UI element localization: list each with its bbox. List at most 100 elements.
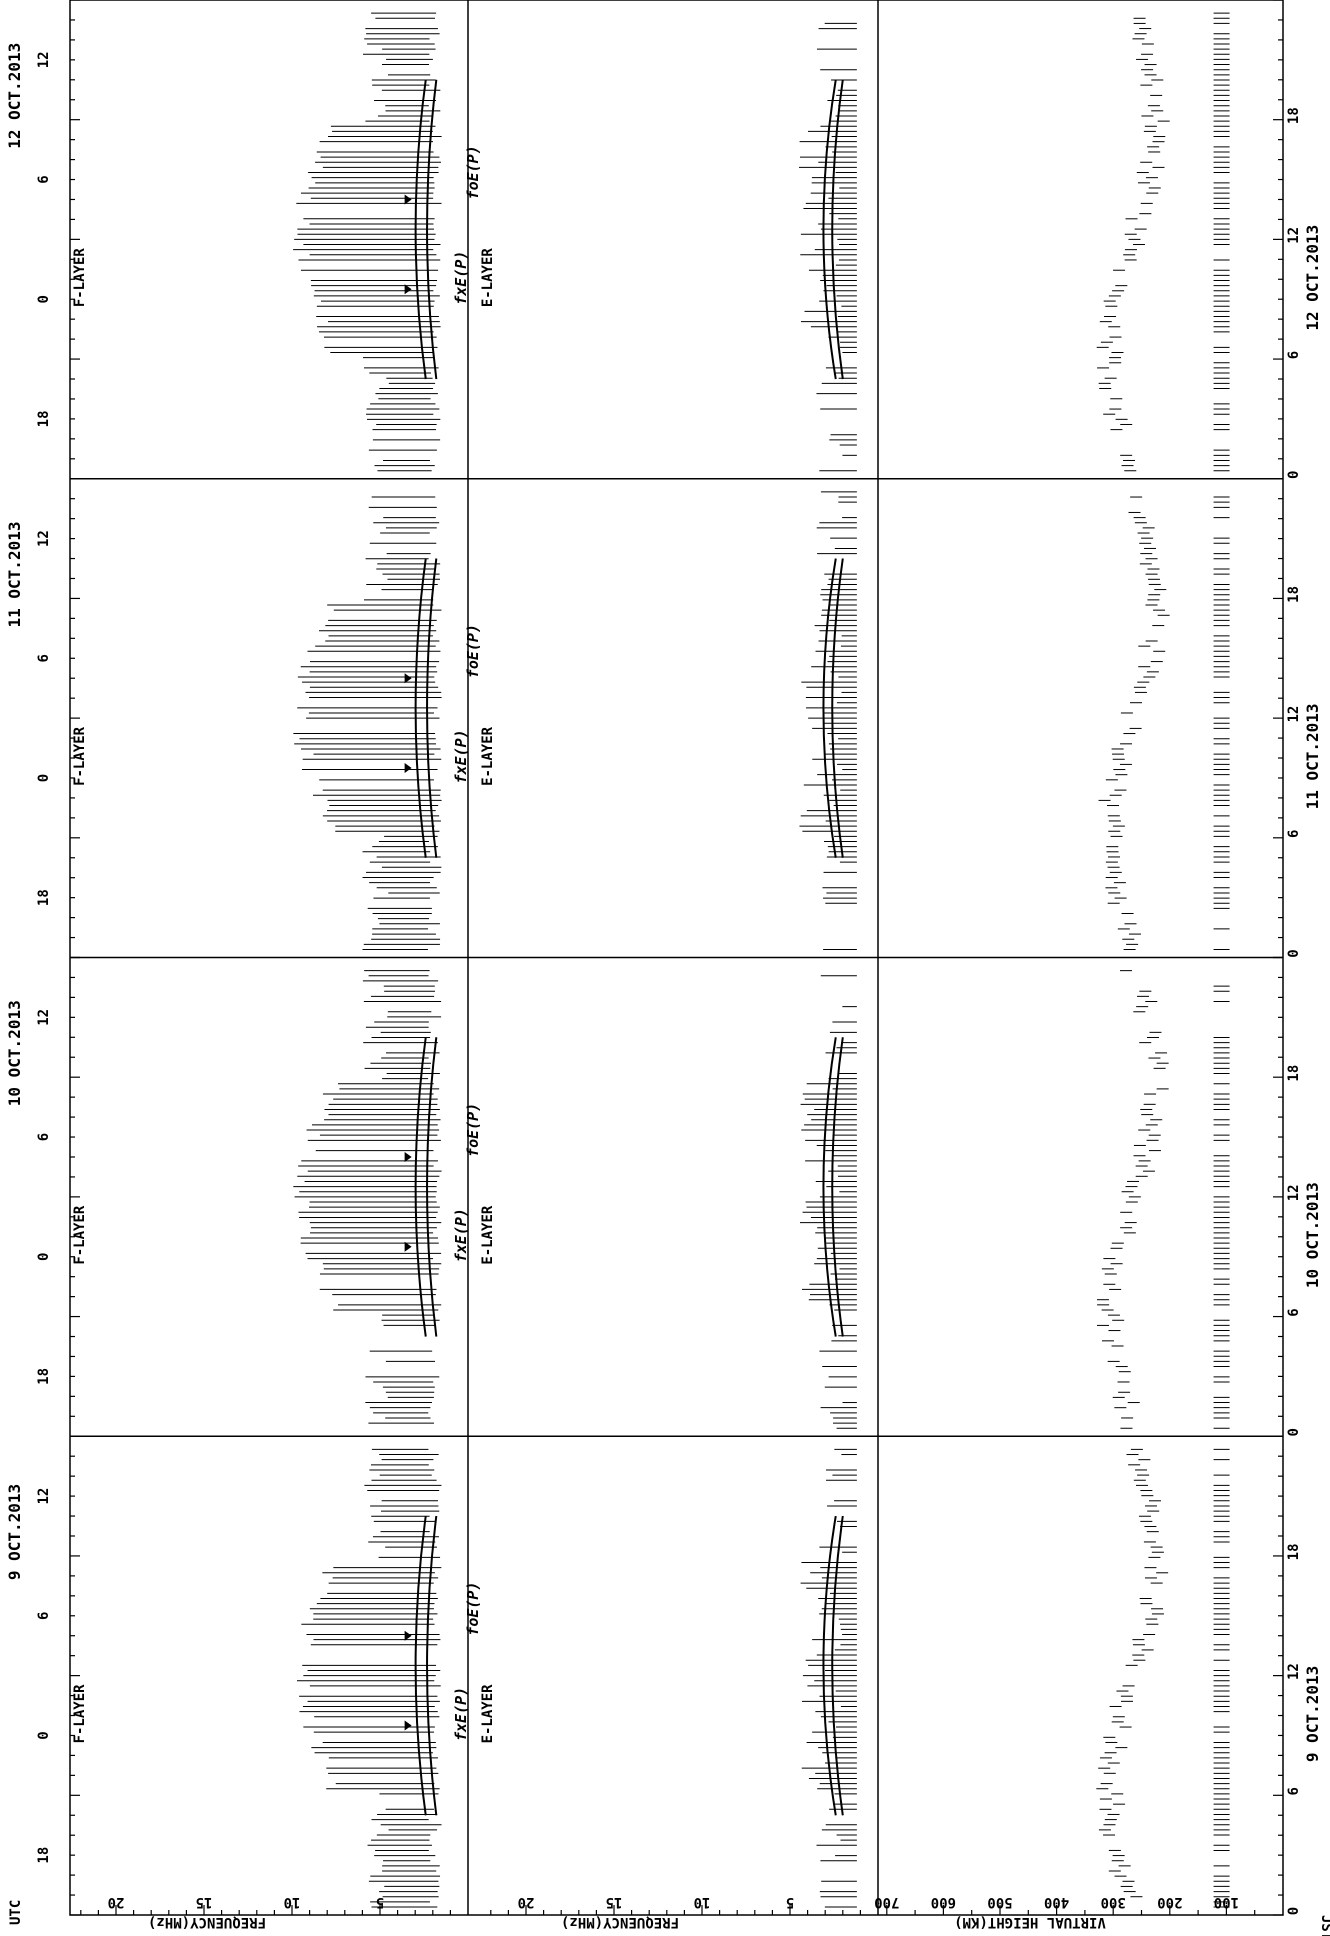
foe-curve (426, 558, 438, 858)
utc-tick-label: 12 (36, 51, 52, 68)
jst-date-labels: 9 OCT.2013 10 OCT.2013 11 OCT.2013 12 OCT.2… (1303, 225, 1322, 1762)
jst-tick-label: 0 (1286, 1907, 1302, 1915)
e-layer-arc (831, 1515, 844, 1816)
e-layer-arc (831, 79, 844, 380)
jst-tick-label: 12 (1286, 227, 1302, 244)
foe-curve (426, 1037, 438, 1337)
utc-date-label: 9 OCT.2013 (5, 1484, 24, 1580)
height-tick-label: 300 (1101, 1894, 1126, 1910)
frequency-tick-label: 20 (518, 1894, 535, 1910)
jst-tick-labels: 0 6 12 18 0 6 12 18 0 6 12 18 0 6 12 18 (1286, 107, 1302, 1915)
curve-marker (404, 1630, 412, 1641)
utc-tick-label: 18 (36, 889, 52, 906)
jst-date-label: 12 OCT.2013 (1303, 225, 1322, 331)
utc-tick-label: 18 (36, 410, 52, 427)
curve-marker (404, 1152, 412, 1162)
axis-ticks (70, 0, 1283, 1916)
frequency-tick-labels-e: 5 10 15 20 (518, 1894, 795, 1910)
utc-tick-label: 0 (36, 1253, 52, 1261)
frequency-tick-label: 15 (606, 1894, 623, 1910)
frequency-tick-label: 10 (694, 1894, 711, 1910)
height-tick-label: 400 (1044, 1894, 1069, 1910)
jst-tick-label: 0 (1286, 949, 1302, 957)
jst-tick-label: 12 (1286, 1663, 1302, 1680)
height-tick-label: 200 (1157, 1894, 1182, 1910)
height-axis-label: VIRTUAL HEIGHT(KM) (954, 1914, 1106, 1930)
f-layer-label: F-LAYER (72, 726, 88, 786)
jst-tick-label: 18 (1286, 107, 1302, 124)
frequency-axis-label-f: FREQUENCY(MHz) (148, 1914, 266, 1930)
utc-tick-label: 18 (36, 1368, 52, 1385)
e-layer-label: E-LAYER (480, 248, 496, 308)
utc-date-label: 12 OCT.2013 (5, 43, 24, 149)
foe-curve (426, 1515, 438, 1816)
jst-tick-label: 6 (1286, 1787, 1302, 1795)
fxe-curve (414, 1515, 427, 1816)
utc-tick-labels: 18 0 6 12 18 0 6 12 18 0 6 12 18 0 6 12 (36, 51, 52, 1863)
e-layer-arc (831, 1037, 844, 1337)
curve-marker (404, 1241, 412, 1252)
utc-tick-label: 12 (36, 1488, 52, 1505)
e-layer-arc (822, 1037, 837, 1337)
frequency-tick-label: 5 (376, 1894, 384, 1910)
data-marks (293, 12, 1230, 1908)
curve-marker (404, 284, 412, 295)
jst-tick-label: 12 (1286, 1184, 1302, 1201)
e-layer-label: E-LAYER (480, 726, 496, 786)
jst-tick-label: 0 (1286, 1428, 1302, 1436)
curve-marker (404, 763, 412, 774)
frequency-tick-labels-f: 5 10 15 20 (108, 1894, 385, 1910)
jst-tick-label: 6 (1286, 351, 1302, 359)
e-layer-arc (822, 79, 837, 380)
f-layer-label: F-LAYER (72, 1684, 88, 1744)
frequency-tick-label: 20 (108, 1894, 125, 1910)
jst-tick-label: 18 (1286, 586, 1302, 603)
utc-tick-label: 18 (36, 1847, 52, 1864)
utc-tick-label: 6 (36, 1612, 52, 1620)
fxe-curve-label: fxE(P) (452, 251, 470, 305)
utc-date-label: 10 OCT.2013 (5, 1000, 24, 1106)
e-layer-arc (822, 558, 837, 858)
jst-tick-label: 18 (1286, 1544, 1302, 1561)
utc-tick-label: 6 (36, 1133, 52, 1141)
curve-marker (404, 194, 412, 205)
curve-marker (404, 673, 412, 684)
foe-curve-label: foE(P) (464, 1103, 482, 1157)
fxe-curve-label: fxE(P) (452, 1687, 470, 1741)
fxe-curve (414, 558, 427, 858)
foe-curve (426, 79, 438, 380)
frequency-tick-label: 10 (284, 1894, 301, 1910)
jst-date-label: 11 OCT.2013 (1303, 703, 1322, 809)
height-tick-label: 500 (987, 1894, 1012, 1910)
jst-tick-label: 6 (1286, 1308, 1302, 1316)
height-tick-label: 600 (931, 1894, 956, 1910)
e-layer-label: E-LAYER (480, 1205, 496, 1265)
critical-frequency-curves (404, 79, 844, 1816)
foe-curve-label: foE(P) (464, 145, 482, 199)
fxe-curve (414, 79, 427, 380)
jst-tick-label: 0 (1286, 471, 1302, 479)
frequency-tick-label: 15 (196, 1894, 213, 1910)
jst-date-label: 9 OCT.2013 (1303, 1666, 1322, 1762)
jst-label: JST (1318, 1915, 1330, 1936)
jst-date-label: 10 OCT.2013 (1303, 1182, 1322, 1288)
fxe-curve-label: fxE(P) (452, 729, 470, 783)
utc-tick-label: 6 (36, 654, 52, 662)
jst-tick-label: 12 (1286, 706, 1302, 723)
fxe-curve-label: fxE(P) (452, 1208, 470, 1262)
foe-curve-label: foE(P) (464, 624, 482, 678)
frequency-tick-label: 5 (786, 1894, 794, 1910)
utc-tick-label: 0 (36, 774, 52, 782)
height-tick-label: 100 (1214, 1894, 1239, 1910)
jst-tick-label: 6 (1286, 830, 1302, 838)
utc-tick-label: 12 (36, 1009, 52, 1026)
frequency-axis-label-e: FREQUENCY(MHz) (561, 1914, 679, 1930)
layer-labels: F-LAYER E-LAYER fxE(P) foE(P) F-LAYER E-LAYER… (72, 145, 496, 1743)
height-tick-label: 700 (874, 1894, 899, 1910)
f-layer-label: F-LAYER (72, 1205, 88, 1265)
jst-tick-label: 18 (1286, 1065, 1302, 1082)
utc-tick-label: 12 (36, 530, 52, 547)
foe-curve-label: foE(P) (464, 1582, 482, 1636)
e-layer-label: E-LAYER (480, 1684, 496, 1744)
